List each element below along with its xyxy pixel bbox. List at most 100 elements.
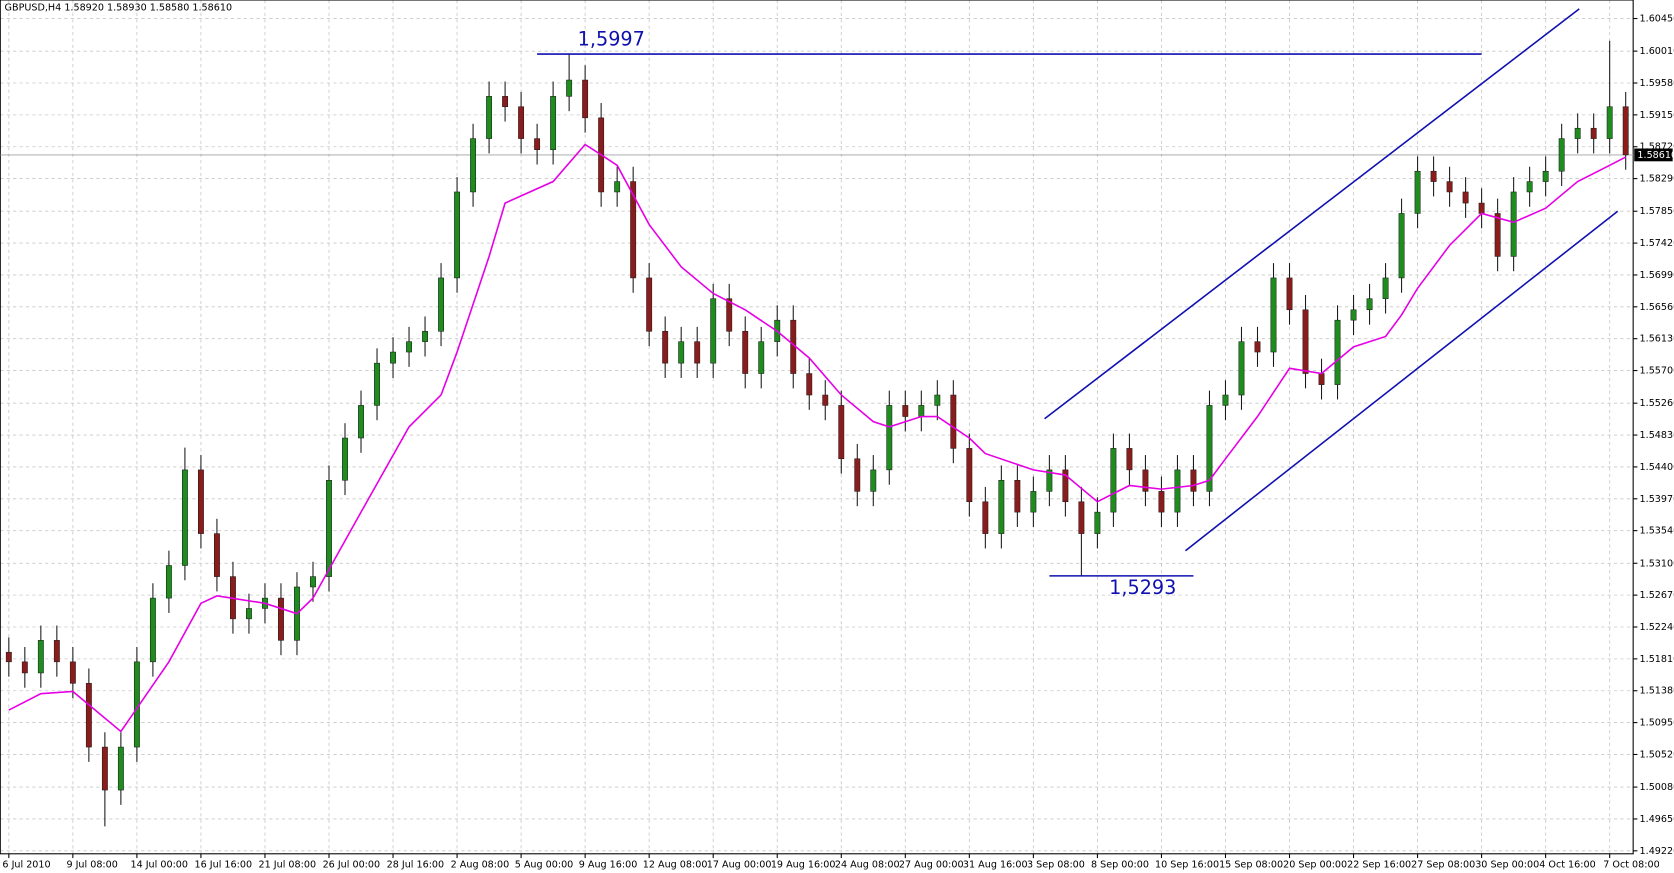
candle-body xyxy=(1126,448,1133,471)
candle-body xyxy=(326,479,332,577)
candle-body xyxy=(1062,469,1069,503)
candle-body xyxy=(614,181,621,193)
y-tick-label: 1.51380 xyxy=(1640,686,1674,697)
level-label: 1,5997 xyxy=(578,28,645,51)
candle-body xyxy=(518,106,525,139)
candle-body xyxy=(646,277,653,332)
trend-line xyxy=(1044,8,1580,420)
y-tick-label: 1.50520 xyxy=(1640,749,1674,760)
candle-body xyxy=(1174,469,1181,513)
candle-body xyxy=(1334,319,1341,385)
header-quote: 1.58920 xyxy=(64,2,104,13)
candle-body xyxy=(197,469,204,534)
candle-body xyxy=(502,96,509,107)
candle-body xyxy=(1494,213,1501,257)
candle-body xyxy=(854,458,861,492)
candle-body xyxy=(1302,309,1309,374)
candle-body xyxy=(21,661,28,674)
candle-body xyxy=(454,191,460,279)
x-tick-label: 28 Jul 16:00 xyxy=(387,859,445,870)
candle-body xyxy=(374,362,380,406)
candle-body xyxy=(1094,511,1101,534)
y-tick-label: 1.58290 xyxy=(1640,174,1674,185)
y-tick-label: 1.60010 xyxy=(1640,46,1674,57)
x-tick-label: 10 Sep 16:00 xyxy=(1155,859,1219,870)
y-tick-label: 1.59150 xyxy=(1640,110,1674,121)
candle-body xyxy=(1510,191,1517,257)
x-tick-label: 3 Sep 08:00 xyxy=(1027,859,1085,870)
candle-body xyxy=(1206,405,1213,492)
candle-body xyxy=(1078,501,1085,534)
x-tick-label: 27 Sep 08:00 xyxy=(1411,859,1475,870)
candle-body xyxy=(550,96,557,150)
level-label: 1,5293 xyxy=(1109,576,1176,599)
candle-body xyxy=(1558,138,1565,172)
x-tick-label: 24 Aug 08:00 xyxy=(835,859,900,870)
y-tick-label: 1.57850 xyxy=(1640,206,1674,217)
candle-body xyxy=(37,640,44,674)
candle-body xyxy=(1270,277,1277,353)
x-tick-label: 9 Jul 08:00 xyxy=(66,859,117,870)
candle-body xyxy=(1254,341,1261,353)
candle-body xyxy=(358,405,364,439)
candle-body xyxy=(1414,170,1421,214)
y-tick-label: 1.54830 xyxy=(1640,430,1674,441)
x-tick-label: 30 Sep 00:00 xyxy=(1475,859,1539,870)
candle-body xyxy=(69,661,76,684)
candle-body xyxy=(53,640,60,663)
candle-body xyxy=(1606,106,1613,139)
y-tick-label: 1.56130 xyxy=(1640,334,1674,345)
candle-body xyxy=(1382,277,1389,299)
x-tick-label: 8 Sep 00:00 xyxy=(1091,859,1149,870)
x-tick-label: 16 Jul 16:00 xyxy=(195,859,253,870)
candle-body xyxy=(101,746,108,791)
candle-body xyxy=(149,597,156,663)
y-tick-label: 1.60450 xyxy=(1640,14,1674,25)
candle-body xyxy=(390,351,396,364)
y-tick-label: 1.54400 xyxy=(1640,462,1674,473)
x-tick-label: 31 Aug 16:00 xyxy=(963,859,1028,870)
candle-body xyxy=(678,341,685,364)
candle-body xyxy=(566,79,573,97)
candle-body xyxy=(918,405,925,417)
y-tick-label: 1.53540 xyxy=(1640,526,1674,537)
y-tick-label: 1.50080 xyxy=(1640,782,1674,793)
candle-body xyxy=(1462,191,1469,204)
x-tick-label: 20 Sep 00:00 xyxy=(1283,859,1347,870)
candle-body xyxy=(630,181,637,279)
candle-body xyxy=(886,405,893,471)
candle-body xyxy=(1190,469,1197,492)
candle-body xyxy=(870,469,877,492)
candle-body xyxy=(1110,448,1117,513)
candle-body xyxy=(246,608,252,620)
x-tick-label: 4 Oct 16:00 xyxy=(1539,859,1595,870)
candle-body xyxy=(1318,373,1325,385)
candle-body xyxy=(85,683,92,748)
price-tag xyxy=(1634,148,1673,162)
symbol: GBPUSD,H4 xyxy=(5,2,62,13)
candle-body xyxy=(117,746,124,791)
candle-body xyxy=(982,501,989,534)
candle-body xyxy=(342,437,348,481)
x-tick-label: 12 Aug 08:00 xyxy=(643,859,708,870)
y-tick-label: 1.53100 xyxy=(1640,558,1674,569)
candle-body xyxy=(1446,181,1453,193)
candle-body xyxy=(1590,127,1597,139)
candle-body xyxy=(950,394,957,449)
candle-body xyxy=(838,405,845,460)
candle-body xyxy=(1398,213,1405,279)
candle-body xyxy=(758,341,765,374)
candle-body xyxy=(998,479,1005,534)
x-tick-label: 6 Jul 2010 xyxy=(2,859,50,870)
y-tick-label: 1.53970 xyxy=(1640,494,1674,505)
x-tick-label: 19 Aug 16:00 xyxy=(771,859,836,870)
candle-body xyxy=(1158,491,1165,513)
candle-body xyxy=(406,341,412,353)
header-quote: 1.58930 xyxy=(107,2,147,13)
y-tick-label: 1.50950 xyxy=(1640,718,1674,729)
candle-body xyxy=(902,405,909,417)
candle-body xyxy=(470,138,477,193)
candle-body xyxy=(310,576,316,588)
